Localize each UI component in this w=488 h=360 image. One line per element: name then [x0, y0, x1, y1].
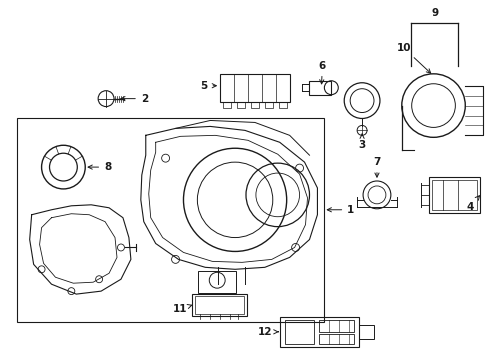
Bar	[237, 102, 244, 108]
Text: 3: 3	[358, 134, 365, 150]
Text: 6: 6	[318, 61, 325, 84]
Bar	[279, 317, 358, 347]
Text: 2: 2	[121, 94, 148, 104]
Text: 4: 4	[466, 196, 479, 212]
Text: 12: 12	[257, 327, 278, 337]
Bar	[319, 320, 353, 332]
Text: 10: 10	[396, 43, 430, 73]
Bar	[427, 177, 479, 213]
Bar	[250, 102, 258, 108]
Bar	[264, 102, 272, 108]
Text: 7: 7	[372, 157, 380, 177]
Bar	[319, 334, 353, 344]
Text: 9: 9	[431, 8, 438, 18]
Bar	[431, 180, 476, 210]
Bar	[198, 271, 236, 293]
Bar	[220, 74, 289, 102]
Bar	[195, 296, 244, 314]
Bar	[284, 320, 314, 344]
Text: 8: 8	[88, 162, 111, 172]
Bar	[309, 81, 331, 95]
Bar	[192, 294, 246, 316]
Bar	[358, 325, 373, 339]
Text: 1: 1	[326, 205, 354, 215]
Bar	[278, 102, 286, 108]
Text: 5: 5	[200, 81, 216, 91]
Bar	[17, 118, 324, 322]
Bar	[223, 102, 231, 108]
Text: 11: 11	[172, 304, 192, 314]
